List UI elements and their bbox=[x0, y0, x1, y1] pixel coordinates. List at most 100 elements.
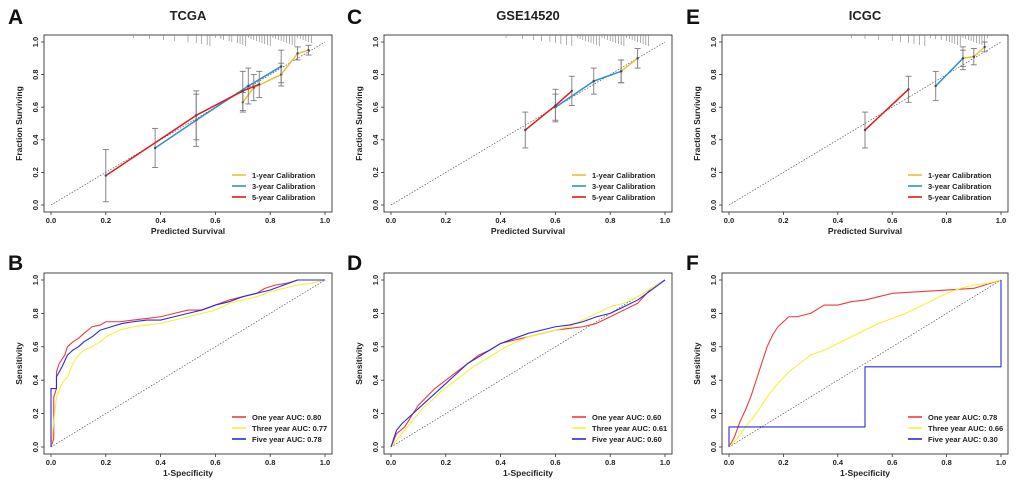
legend-label: 3-year Calibration bbox=[928, 182, 992, 191]
y-tick-label: 0.0 bbox=[371, 200, 380, 210]
x-tick-label: 0.6 bbox=[887, 216, 897, 225]
legend-label: Five year AUC: 0.60 bbox=[592, 435, 662, 444]
series-line-3 bbox=[390, 279, 666, 448]
y-tick-label: 0.4 bbox=[371, 134, 380, 145]
legend-label: Three year AUC: 0.61 bbox=[592, 424, 667, 433]
data-point bbox=[247, 84, 250, 88]
x-tick-label: 0.4 bbox=[833, 216, 844, 225]
plot-frame bbox=[43, 272, 333, 455]
x-tick-label: 0.8 bbox=[941, 458, 951, 467]
panel-d: D 0.0 0.2 0.4 0.6 0.8 1.0 0.0 0.2 0.4 0.6 0.8 1.0 1-S… bbox=[347, 252, 673, 478]
plot-frame bbox=[383, 34, 673, 213]
data-point bbox=[619, 70, 623, 73]
y-tick-label: 0.0 bbox=[709, 442, 718, 452]
y-tick-label: 1.0 bbox=[31, 275, 40, 285]
series-line-2 bbox=[554, 70, 622, 108]
x-tick-label: 0.0 bbox=[386, 458, 396, 467]
series-line-3 bbox=[524, 90, 573, 131]
legend-label: One year AUC: 0.78 bbox=[928, 413, 997, 422]
y-tick-label: 0.8 bbox=[371, 69, 380, 79]
chart-title: TCGA bbox=[170, 8, 207, 23]
data-point bbox=[104, 174, 108, 177]
panel-e: E ICGC 0.0 0.2 0.4 0.6 0.8 1.0 0.0 0.2 0.4 0.6 0.8 1.… bbox=[686, 6, 1009, 236]
data-point bbox=[554, 104, 557, 107]
x-tick-label: 0.0 bbox=[386, 216, 396, 225]
x-tick-label: 0.4 bbox=[495, 216, 506, 225]
y-tick-label: 0.4 bbox=[709, 134, 718, 145]
y-axis-label: Sensitivity bbox=[14, 342, 24, 385]
legend-label: One year AUC: 0.60 bbox=[592, 413, 661, 422]
x-tick-label: 0.2 bbox=[101, 216, 111, 225]
reference-diagonal bbox=[50, 41, 326, 206]
y-tick-label: 0.2 bbox=[371, 408, 380, 418]
y-tick-label: 0.6 bbox=[709, 102, 718, 112]
panel-letter: F bbox=[686, 252, 699, 275]
panel-letter: A bbox=[8, 6, 23, 29]
x-axis-label: Predicted Survival bbox=[151, 226, 225, 236]
y-tick-label: 1.0 bbox=[709, 275, 718, 285]
y-tick-label: 0.4 bbox=[31, 134, 40, 145]
panel-b: B 0.0 0.2 0.4 0.6 0.8 1.0 0.0 0.2 0.4 0.6 0.8 1.0 1-S… bbox=[8, 252, 333, 478]
x-tick-label: 0.8 bbox=[265, 216, 275, 225]
y-tick-label: 0.4 bbox=[371, 374, 380, 385]
x-tick-label: 1.0 bbox=[320, 216, 330, 225]
data-point bbox=[934, 84, 937, 88]
data-point bbox=[983, 45, 986, 49]
plot-frame bbox=[383, 272, 673, 455]
series-line-3 bbox=[864, 88, 910, 131]
x-tick-label: 0.6 bbox=[210, 458, 220, 467]
x-tick-label: 0.8 bbox=[265, 458, 275, 467]
legend-label: Three year AUC: 0.77 bbox=[252, 424, 327, 433]
data-point bbox=[241, 89, 244, 93]
y-tick-label: 0.4 bbox=[31, 374, 40, 385]
data-point bbox=[296, 52, 299, 55]
y-tick-label: 0.2 bbox=[371, 167, 380, 177]
y-tick-label: 0.6 bbox=[371, 342, 380, 352]
series-line-1 bbox=[620, 57, 639, 72]
legend-label: 5-year Calibration bbox=[252, 193, 316, 202]
reference-diagonal bbox=[390, 279, 666, 448]
data-point bbox=[524, 128, 527, 132]
series-line-3 bbox=[728, 280, 1002, 447]
data-point bbox=[279, 65, 283, 68]
y-tick-label: 1.0 bbox=[371, 275, 380, 285]
x-tick-label: 1.0 bbox=[996, 216, 1006, 225]
x-tick-label: 0.8 bbox=[605, 216, 615, 225]
y-tick-label: 0.2 bbox=[31, 408, 40, 418]
series-line-3 bbox=[105, 83, 260, 177]
y-tick-label: 0.0 bbox=[31, 442, 40, 452]
data-point bbox=[636, 57, 639, 60]
x-tick-label: 0.2 bbox=[778, 458, 788, 467]
x-tick-label: 1.0 bbox=[660, 458, 670, 467]
x-tick-label: 0.4 bbox=[155, 458, 166, 467]
data-point bbox=[972, 55, 975, 58]
y-tick-label: 0.6 bbox=[709, 342, 718, 352]
y-axis-label: Fraction Surviving bbox=[14, 86, 24, 161]
data-point bbox=[592, 79, 595, 83]
x-tick-label: 0.6 bbox=[550, 458, 560, 467]
y-tick-label: 0.2 bbox=[709, 408, 718, 418]
legend-label: Five year AUC: 0.30 bbox=[928, 435, 998, 444]
x-tick-label: 0.0 bbox=[724, 216, 734, 225]
y-tick-label: 1.0 bbox=[31, 37, 40, 47]
x-tick-label: 0.8 bbox=[941, 216, 951, 225]
y-tick-label: 0.2 bbox=[709, 167, 718, 177]
series-line-2 bbox=[728, 279, 1002, 448]
x-tick-label: 0.0 bbox=[46, 458, 56, 467]
y-tick-label: 0.6 bbox=[371, 102, 380, 112]
y-tick-label: 0.4 bbox=[709, 374, 718, 385]
x-tick-label: 0.6 bbox=[210, 216, 220, 225]
x-tick-label: 0.0 bbox=[46, 216, 56, 225]
series-line-1 bbox=[728, 279, 1002, 448]
y-axis-label: Fraction Surviving bbox=[692, 86, 702, 161]
x-axis-label: 1-Specificity bbox=[163, 468, 213, 478]
y-tick-label: 1.0 bbox=[371, 37, 380, 47]
legend-label: 3-year Calibration bbox=[592, 182, 656, 191]
x-tick-label: 0.2 bbox=[441, 458, 451, 467]
data-point bbox=[307, 48, 310, 52]
x-tick-label: 0.4 bbox=[495, 458, 506, 467]
series-line-2 bbox=[390, 279, 666, 448]
reference-diagonal bbox=[390, 41, 666, 206]
data-point bbox=[961, 57, 965, 60]
